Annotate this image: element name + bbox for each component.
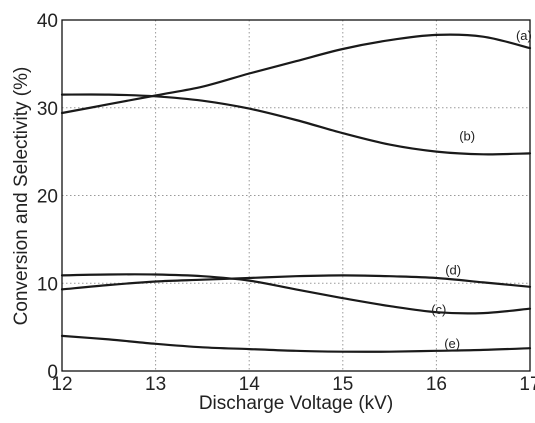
y-tick-label: 40	[37, 11, 58, 32]
x-tick-label: 17	[519, 374, 535, 395]
x-tick-label: 13	[145, 374, 166, 395]
x-tick-labels: 12 13 14 15 16 17	[51, 374, 535, 395]
x-tick-label: 12	[51, 374, 72, 395]
x-tick-label: 16	[426, 374, 447, 395]
series-label-a: (a)	[516, 28, 532, 43]
x-tick-label: 14	[239, 374, 261, 395]
series-label-e: (e)	[444, 336, 460, 351]
series-line-a	[60, 33, 532, 115]
series-line-c	[60, 273, 532, 315]
y-tick-label: 20	[37, 187, 58, 208]
series-line-e	[60, 334, 532, 353]
plot-area-frame	[61, 19, 531, 372]
series-label-c: (c)	[431, 302, 446, 317]
series-labels: (a) (b) (c) (d) (e)	[431, 28, 532, 351]
series-line-b	[60, 93, 532, 156]
grid	[62, 20, 530, 371]
y-tick-label: 0	[47, 362, 58, 383]
series-label-d: (d)	[445, 262, 461, 277]
x-axis-title: Discharge Voltage (kV)	[199, 393, 393, 414]
series-label-b: (b)	[459, 128, 475, 143]
y-tick-label: 10	[37, 274, 58, 295]
y-tick-label: 30	[37, 99, 58, 120]
y-tick-labels: 0 10 20 30 40	[37, 11, 58, 383]
series-line-d	[60, 274, 532, 291]
series-lines	[60, 33, 532, 353]
y-axis-title: Conversion and Selectivity (%)	[11, 67, 32, 326]
x-tick-label: 15	[332, 374, 353, 395]
